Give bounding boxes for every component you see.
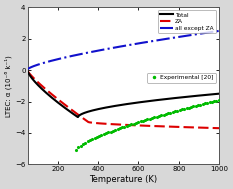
- Y-axis label: LTEC: α (10⁻⁶ k⁻¹): LTEC: α (10⁻⁶ k⁻¹): [5, 55, 12, 117]
- X-axis label: Temperature (K): Temperature (K): [89, 175, 158, 184]
- Legend: Experimental [20]: Experimental [20]: [147, 73, 216, 83]
